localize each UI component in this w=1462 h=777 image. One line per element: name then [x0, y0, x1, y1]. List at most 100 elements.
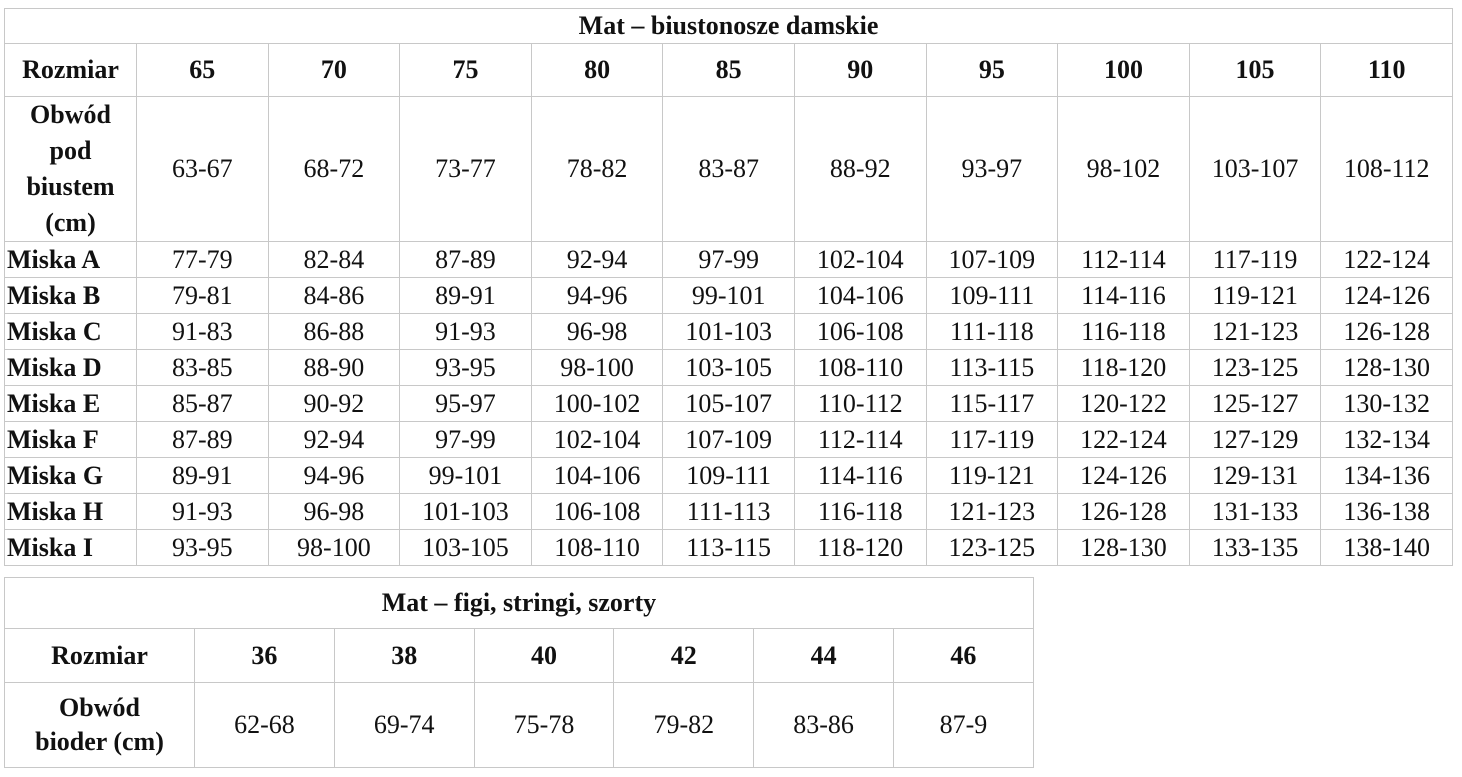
size-header: 65 [136, 43, 269, 97]
cup-cell: 107-109 [662, 421, 795, 458]
cup-cell: 92-94 [530, 241, 664, 278]
cup-cell: 114-116 [1057, 277, 1190, 314]
cup-cell: 97-99 [399, 421, 532, 458]
cup-cell: 124-126 [1320, 277, 1454, 314]
label-line: (cm) [45, 208, 96, 237]
cup-cell: 93-95 [399, 349, 532, 386]
cup-cell: 113-115 [925, 349, 1059, 386]
cup-cell: 104-106 [793, 277, 927, 314]
cup-cell: 111-118 [925, 313, 1059, 350]
hip-row: Obwód bioder (cm) 62-68 69-74 75-78 79-82 83… [4, 682, 1034, 768]
cup-cell: 119-121 [925, 457, 1059, 494]
size-header: 75 [399, 43, 532, 97]
cup-cell: 130-132 [1320, 385, 1454, 422]
cup-cell: 126-128 [1057, 493, 1190, 530]
cup-cell: 85-87 [136, 385, 269, 422]
cup-cell: 82-84 [267, 241, 401, 278]
cup-cell: 99-101 [399, 457, 532, 494]
cup-cell: 131-133 [1188, 493, 1322, 530]
cup-label: Miska F [4, 421, 137, 458]
briefs-size-table: Mat – figi, stringi, szorty Rozmiar 36 38… [4, 577, 1034, 768]
cup-cell: 124-126 [1057, 457, 1190, 494]
cup-cell: 106-108 [530, 493, 664, 530]
cup-cell: 88-90 [267, 349, 401, 386]
cup-cell: 102-104 [793, 241, 927, 278]
underbust-label: Obwód pod biustem (cm) [4, 96, 137, 242]
size-header: 80 [530, 43, 664, 97]
cup-row: Miska G 89-91 94-96 99-101 104-106 109-111 114… [4, 457, 1454, 494]
cup-cell: 100-102 [530, 385, 664, 422]
cup-cell: 94-96 [530, 277, 664, 314]
cup-cell: 83-85 [136, 349, 269, 386]
underbust-row: Obwód pod biustem (cm) 63-67 68-72 73-77 78… [4, 96, 1454, 242]
label-line: bioder (cm) [35, 727, 164, 756]
underbust-cell: 103-107 [1188, 96, 1322, 242]
cup-cell: 128-130 [1057, 529, 1190, 566]
cup-label: Miska B [4, 277, 137, 314]
cup-cell: 109-111 [662, 457, 795, 494]
hip-label: Obwód bioder (cm) [4, 682, 195, 768]
cup-cell: 89-91 [399, 277, 532, 314]
cup-cell: 133-135 [1188, 529, 1322, 566]
cup-cell: 101-103 [662, 313, 795, 350]
hip-cell: 62-68 [194, 682, 335, 768]
bra-size-table: Mat – biustonosze damskie Rozmiar 65 70 75… [3, 8, 1454, 566]
underbust-cell: 88-92 [793, 96, 927, 242]
hip-cell: 83-86 [753, 682, 894, 768]
underbust-cell: 108-112 [1320, 96, 1454, 242]
cup-cell: 103-105 [399, 529, 532, 566]
cup-cell: 111-113 [662, 493, 795, 530]
size-header: 90 [793, 43, 927, 97]
size-header-row: Rozmiar 65 70 75 80 85 90 95 100 105 110 [4, 43, 1454, 97]
cup-cell: 119-121 [1188, 277, 1322, 314]
underbust-cell: 93-97 [925, 96, 1059, 242]
cup-cell: 98-100 [267, 529, 401, 566]
cup-cell: 96-98 [530, 313, 664, 350]
hip-cell: 79-82 [613, 682, 755, 768]
cup-cell: 101-103 [399, 493, 532, 530]
cup-cell: 93-95 [136, 529, 269, 566]
cup-label: Miska A [4, 241, 137, 278]
cup-cell: 138-140 [1320, 529, 1454, 566]
cup-row: Miska C 91-83 86-88 91-93 96-98 101-103 106-10… [4, 313, 1454, 350]
cup-label: Miska H [4, 493, 137, 530]
cup-cell: 92-94 [267, 421, 401, 458]
table-title: Mat – biustonosze damskie [3, 8, 1454, 44]
cup-cell: 87-89 [136, 421, 269, 458]
cup-cell: 116-118 [1057, 313, 1190, 350]
size-header-row: Rozmiar 36 38 40 42 44 46 [4, 628, 1034, 683]
cup-row: Miska F 87-89 92-94 97-99 102-104 107-109 112-… [4, 421, 1454, 458]
underbust-cell: 68-72 [267, 96, 401, 242]
cup-cell: 120-122 [1057, 385, 1190, 422]
size-header: 42 [613, 628, 755, 683]
label-line: Obwód [59, 693, 140, 722]
cup-cell: 116-118 [793, 493, 927, 530]
hip-cell: 75-78 [473, 682, 615, 768]
cup-cell: 91-83 [136, 313, 269, 350]
cup-cell: 125-127 [1188, 385, 1322, 422]
cup-cell: 122-124 [1057, 421, 1190, 458]
underbust-cell: 78-82 [530, 96, 664, 242]
cup-cell: 115-117 [925, 385, 1059, 422]
cup-cell: 95-97 [399, 385, 532, 422]
label-line: Obwód [30, 100, 111, 129]
cup-cell: 109-111 [925, 277, 1059, 314]
cup-cell: 90-92 [267, 385, 401, 422]
cup-cell: 108-110 [530, 529, 664, 566]
header-label: Rozmiar [4, 43, 137, 97]
cup-label: Miska E [4, 385, 137, 422]
underbust-cell: 63-67 [136, 96, 269, 242]
table-title: Mat – figi, stringi, szorty [4, 577, 1034, 629]
cup-cell: 84-86 [267, 277, 401, 314]
cup-cell: 112-114 [1057, 241, 1190, 278]
cup-cell: 103-105 [662, 349, 795, 386]
cup-cell: 117-119 [1188, 241, 1322, 278]
cup-cell: 105-107 [662, 385, 795, 422]
hip-cell: 69-74 [333, 682, 475, 768]
cup-label: Miska C [4, 313, 137, 350]
cup-cell: 114-116 [793, 457, 927, 494]
cup-row: Miska H 91-93 96-98 101-103 106-108 111-113 11… [4, 493, 1454, 530]
cup-cell: 102-104 [530, 421, 664, 458]
cup-cell: 129-131 [1188, 457, 1322, 494]
cup-row: Miska I 93-95 98-100 103-105 108-110 113-115 1… [4, 529, 1454, 566]
